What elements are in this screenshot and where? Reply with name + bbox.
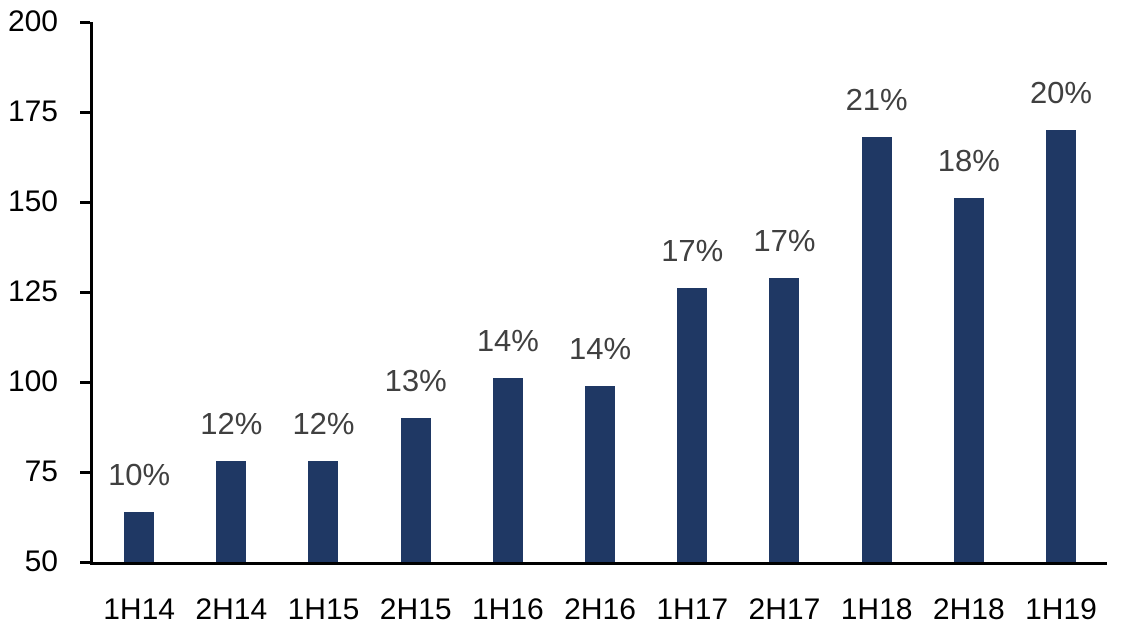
y-tick-mark <box>80 470 90 474</box>
bar-2H18 <box>953 198 984 562</box>
bar-value-label: 12% <box>200 406 263 442</box>
bar-1H17 <box>677 288 708 562</box>
y-tick-label: 175 <box>7 95 58 128</box>
y-axis-ticks <box>80 20 1107 564</box>
x-tick-label: 1H15 <box>287 593 360 626</box>
bar-value-label: 20% <box>1029 75 1092 110</box>
bar-2H15 <box>400 418 431 562</box>
y-tick-label: 200 <box>7 5 58 38</box>
bar-value-label: 14% <box>476 323 539 359</box>
bar-1H14 <box>124 511 155 562</box>
y-tick-mark <box>80 380 90 384</box>
x-tick-label: 1H14 <box>103 593 175 626</box>
bars-layer: 10% 12% 12% 13% 14% 14% 17% 17% 21% 18% 20% <box>93 22 1107 562</box>
bar-column: 18% <box>923 22 1015 562</box>
bar-value-label: 14% <box>569 330 632 366</box>
x-tick-label: 2H18 <box>932 593 1005 626</box>
y-tick-label: 75 <box>24 455 58 488</box>
y-tick-mark <box>80 560 90 564</box>
y-tick-label: 150 <box>7 185 58 218</box>
bar-value-label: 18% <box>937 143 1000 179</box>
bar-column: 21% <box>831 22 923 562</box>
x-tick-label: 1H19 <box>1025 593 1097 626</box>
bar-column: 20% <box>1015 22 1107 562</box>
bar-column: 14% <box>554 22 646 562</box>
y-tick-mark <box>80 20 90 24</box>
y-tick-mark <box>80 200 90 204</box>
bar-column: 14% <box>462 22 554 562</box>
bar-value-label: 21% <box>845 82 908 118</box>
x-tick-label: 2H15 <box>379 593 452 626</box>
x-tick-label: 1H17 <box>656 593 729 626</box>
bar-2H16 <box>585 385 616 562</box>
bar-value-label: 17% <box>661 233 724 269</box>
y-tick-label: 125 <box>7 275 58 308</box>
bar-column: 17% <box>738 22 830 562</box>
bar-column: 12% <box>185 22 277 562</box>
x-axis-labels: 1H14 2H14 1H15 2H15 1H16 2H16 1H17 2H17 1H18 2H18… <box>93 592 1107 628</box>
bar-1H16 <box>492 378 523 562</box>
y-tick-mark <box>80 110 90 114</box>
bar-1H19 <box>1045 130 1076 562</box>
bar-value-label: 17% <box>753 222 816 258</box>
x-tick-label: 2H17 <box>748 593 821 626</box>
y-tick-label: 50 <box>24 545 58 578</box>
y-tick-label: 100 <box>7 365 58 398</box>
x-tick-label: 2H16 <box>564 593 636 626</box>
bar-column: 10% <box>93 22 185 562</box>
bar-value-label: 13% <box>384 363 447 398</box>
bar-column: 12% <box>277 22 369 562</box>
bar-column: 13% <box>370 22 462 562</box>
x-tick-label: 1H18 <box>840 593 913 626</box>
bar-value-label: 10% <box>108 456 171 492</box>
bar-2H14 <box>216 461 247 562</box>
x-tick-label: 2H14 <box>195 593 268 626</box>
bar-column: 17% <box>646 22 738 562</box>
bar-1H18 <box>861 137 892 562</box>
plot-area: 10% 12% 12% 13% 14% 14% 17% 17% 21% 18% 20% <box>80 20 1107 565</box>
x-tick-label: 1H16 <box>471 593 544 626</box>
y-tick-mark <box>80 290 90 294</box>
bar-1H15 <box>308 461 339 562</box>
bar-2H17 <box>769 277 800 562</box>
bar-value-label: 12% <box>292 406 355 442</box>
